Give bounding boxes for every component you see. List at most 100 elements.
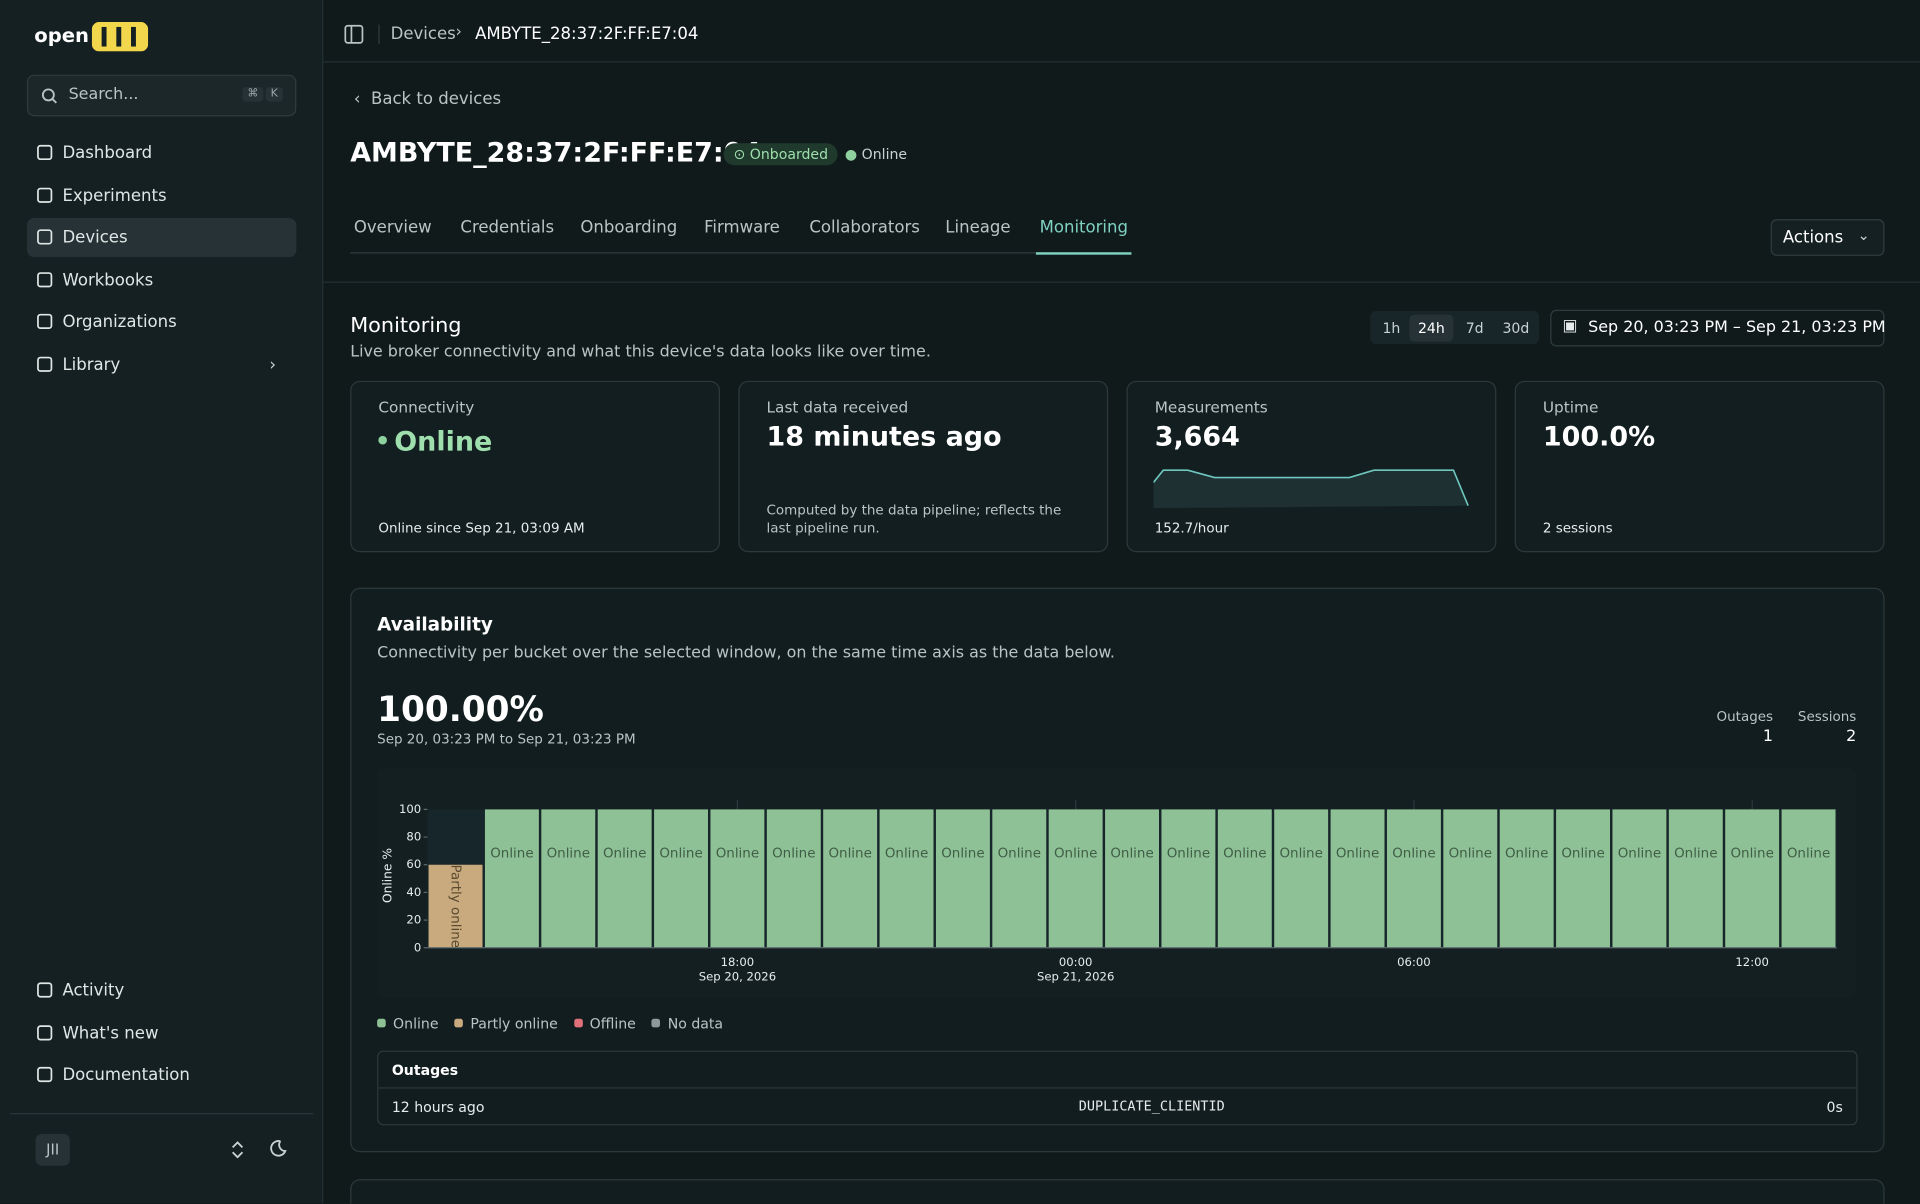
legend-swatch (454, 1018, 463, 1028)
search-box[interactable]: Search... ⌘ K (26, 74, 297, 117)
bar-label: Online (1110, 846, 1153, 861)
stat-footnote: Online since Sep 21, 03:09 AM (378, 520, 585, 537)
nav-icon (37, 1024, 53, 1040)
outages-table: Outages 12 hours ago DUPLICATE_CLIENTID … (377, 1050, 1858, 1126)
range-button[interactable]: 7d (1465, 319, 1484, 337)
tab[interactable]: Monitoring (1039, 217, 1129, 238)
breadcrumb-sep: › (455, 23, 462, 42)
stat-value: Online (394, 427, 493, 458)
switch-icon[interactable] (230, 1141, 245, 1159)
nav-label: What's new (62, 1023, 159, 1043)
tab[interactable]: Overview (353, 217, 432, 238)
tab[interactable]: Collaborators (809, 217, 920, 238)
actions-button[interactable]: Actions ⌄ (1770, 219, 1885, 256)
back-link[interactable]: ‹ Back to devices (353, 89, 502, 109)
availability-period: Sep 20, 03:23 PM to Sep 21, 03:23 PM (377, 731, 636, 747)
bar (597, 809, 652, 948)
bar (992, 809, 1047, 948)
badge-text: Onboarded (749, 145, 829, 163)
legend-label: No data (667, 1015, 724, 1033)
bar-label: Online (603, 846, 646, 861)
nav-icon (37, 229, 53, 245)
bar (879, 809, 934, 948)
nav-item[interactable]: Dashboard (27, 133, 296, 172)
sparkline (1153, 469, 1469, 509)
stat-card: Last data received 18 minutes ago Computed… (738, 380, 1109, 553)
nav-icon (37, 271, 53, 287)
nav-item[interactable]: Workbooks (27, 260, 296, 299)
status-text: Online (861, 145, 908, 163)
nav-icon (37, 187, 53, 203)
stat-label: Measurements (1154, 397, 1268, 417)
tab[interactable]: Firmware (704, 217, 780, 238)
stat-footnote: 152.7/hour (1154, 520, 1229, 537)
bar (766, 809, 821, 948)
legend-swatch (377, 1018, 386, 1028)
bar (1556, 809, 1611, 948)
nav-item[interactable]: Activity (27, 971, 296, 1010)
bar (1048, 809, 1103, 948)
bar-label: Online (1730, 846, 1773, 861)
outage-duration: 0s (1826, 1098, 1843, 1116)
bar (1499, 809, 1554, 948)
range-button[interactable]: 30d (1502, 319, 1530, 337)
y-tick-label: 80 (406, 830, 421, 844)
bar (935, 809, 990, 948)
bar (428, 864, 483, 948)
tab-track (350, 252, 1125, 254)
tab[interactable]: Lineage (945, 217, 1011, 238)
shortcut-key: ⌘ (242, 86, 264, 102)
status-dot (378, 435, 387, 445)
nav-label: Devices (62, 227, 128, 248)
y-axis-label: Online % (381, 848, 395, 903)
nav-label: Workbooks (62, 270, 154, 290)
icon-shape (37, 982, 53, 998)
divider (322, 61, 1920, 63)
nav-item[interactable]: What's new (27, 1013, 296, 1052)
x-tick-label: 18:00 (721, 955, 755, 969)
range-button[interactable]: 24h (1409, 314, 1454, 342)
bar (1217, 809, 1272, 948)
card-desc: Connectivity per bucket over the selecte… (377, 644, 1115, 663)
nav-item[interactable]: Documentation (27, 1056, 296, 1095)
date-button[interactable]: ▣ Sep 20, 03:23 PM – Sep 21, 03:23 PM (1550, 309, 1886, 347)
nav-item[interactable]: Library › (27, 345, 296, 384)
tab[interactable]: Onboarding (580, 217, 678, 238)
bar-label: Online (1336, 846, 1379, 861)
bar-label: Online (659, 846, 702, 861)
bar-label: Online (1505, 846, 1548, 861)
bar-label: Online (1167, 846, 1210, 861)
chevron: ⌄ (1857, 226, 1870, 244)
bar-label: Online (998, 846, 1041, 861)
nav-label: Library (62, 354, 121, 375)
nav-item[interactable]: Devices (26, 217, 297, 258)
bar-label: Online (1054, 846, 1097, 861)
icon-shape (37, 1024, 53, 1040)
nav-label: Activity (62, 980, 125, 1001)
tab[interactable]: Credentials (460, 217, 555, 238)
nav-item[interactable]: Organizations (27, 302, 296, 341)
counter-label: Outages (1716, 708, 1774, 725)
date-text: Sep 20, 03:23 PM – Sep 21, 03:23 PM (1588, 318, 1886, 337)
next-card (350, 1179, 1885, 1204)
icon-shape (37, 144, 53, 161)
bar-label: Online (547, 846, 590, 861)
bar (710, 809, 765, 948)
card-title: Availability (377, 613, 493, 636)
sidebar-toggle[interactable] (344, 24, 364, 44)
breadcrumb-link[interactable]: Devices (390, 24, 456, 45)
stat-label: Uptime (1542, 397, 1599, 417)
bar (823, 809, 878, 948)
avatar[interactable]: JII (35, 1133, 70, 1166)
legend-swatch (651, 1018, 661, 1028)
icon-shape (37, 1066, 53, 1083)
theme-icon[interactable] (268, 1139, 288, 1159)
stat-card: Connectivity Online Online since Sep 21, 0… (350, 380, 721, 553)
y-tick-label: 40 (406, 885, 421, 899)
range-button[interactable]: 1h (1382, 319, 1401, 337)
nav-item[interactable]: Experiments (27, 176, 296, 215)
brand-logo (91, 22, 148, 52)
calendar-icon: ▣ (1562, 317, 1578, 336)
